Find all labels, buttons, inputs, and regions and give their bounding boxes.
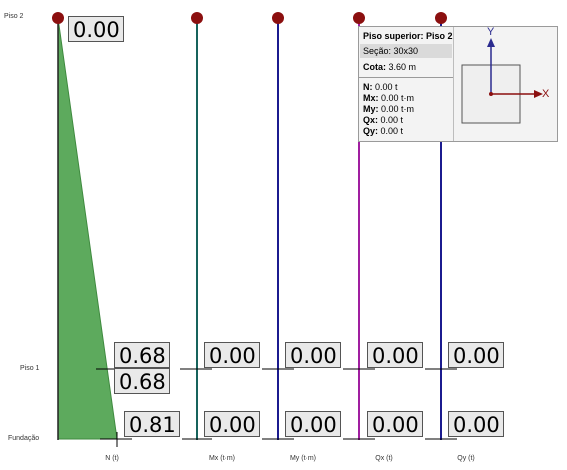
qy-value-foundation: 0.00 [448,411,504,437]
section-diagram [461,38,543,124]
tooltip-mx: Mx: 0.00 t·m [363,93,415,103]
axis-label-my: My (t·m) [289,455,317,462]
tooltip-title: Piso superior: Piso 2 [363,31,453,41]
axis-label-mx: Mx (t·m) [208,455,236,462]
n-value-piso1-upper: 0.68 [114,342,170,368]
node-qy-top[interactable] [435,12,447,24]
tooltip-section: Seção: 30x30 [363,46,419,56]
my-value-foundation: 0.00 [285,411,341,437]
tooltip-n: N: 0.00 t [363,82,398,92]
node-n-top[interactable] [52,12,64,24]
axis-label-n: N (t) [105,455,119,462]
node-qx-top[interactable] [353,12,365,24]
tooltip-section-highlight [360,44,452,58]
axis-label-qx: Qx (t) [375,455,393,462]
column-info-tooltip: Piso superior: Piso 2 Seção: 30x30 Cota:… [358,26,558,142]
n-value-piso1-lower: 0.68 [114,368,170,394]
axial-force-diagram-area [57,17,118,440]
tooltip-info-panel: Piso superior: Piso 2 Seção: 30x30 Cota:… [359,27,454,141]
qx-value-piso1: 0.00 [367,342,423,368]
floor-label-piso-1: Piso 1 [20,365,40,372]
tooltip-my: My: 0.00 t·m [363,104,415,114]
qx-value-foundation: 0.00 [367,411,423,437]
tooltip-cota: Cota: 3.60 m [363,62,417,72]
mx-value-piso1: 0.00 [204,342,260,368]
section-y-label: Y [487,26,495,38]
x-axis-arrow-icon [534,90,543,98]
tooltip-qx: Qx: 0.00 t [363,115,404,125]
n-value-top: 0.00 [68,16,124,42]
floor-label-fundacao: Fundação [8,435,40,442]
node-mx-top[interactable] [191,12,203,24]
node-my-top[interactable] [272,12,284,24]
n-value-foundation: 0.81 [124,411,180,437]
y-axis-arrow-icon [487,38,495,47]
tooltip-qy: Qy: 0.00 t [363,126,404,136]
tooltip-separator [359,77,453,78]
mx-value-foundation: 0.00 [204,411,260,437]
section-origin [489,92,493,96]
axis-label-qy: Qy (t) [457,455,475,462]
qy-value-piso1: 0.00 [448,342,504,368]
my-value-piso1: 0.00 [285,342,341,368]
floor-label-piso-2: Piso 2 [4,13,24,20]
section-x-label: X [542,88,550,100]
